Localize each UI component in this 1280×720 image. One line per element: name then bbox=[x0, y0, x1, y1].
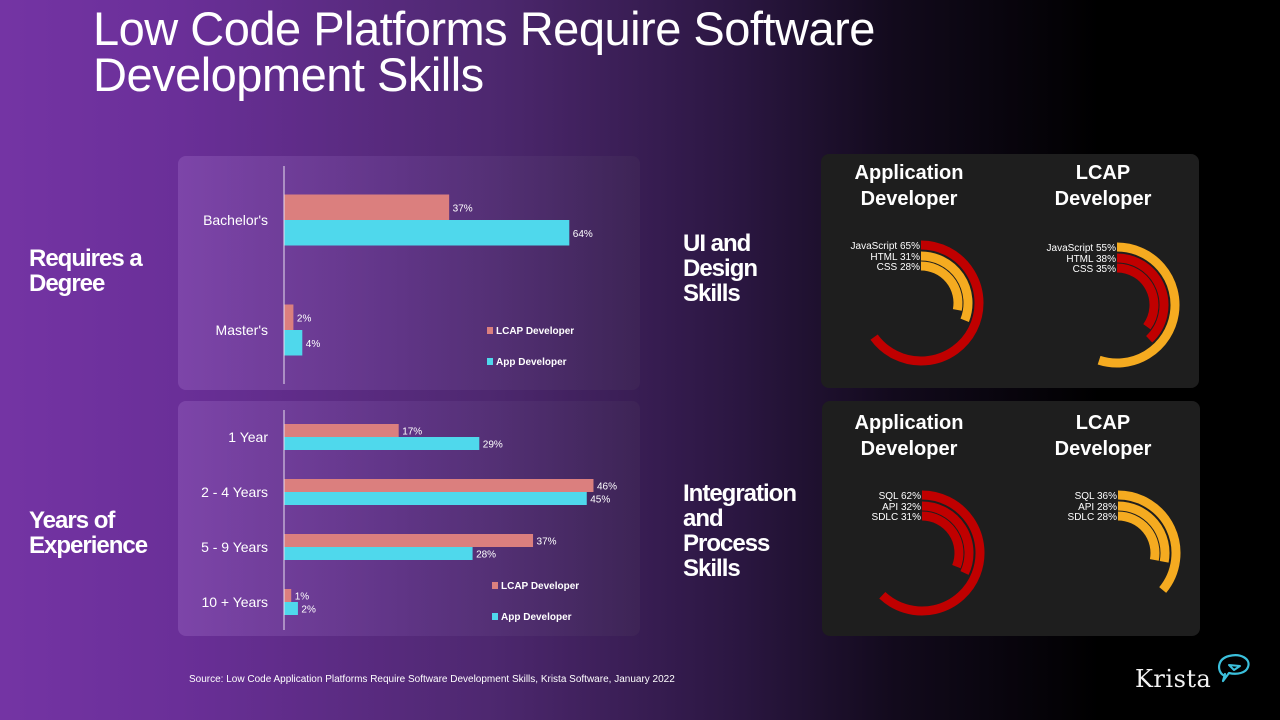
bar-value-label: 45% bbox=[590, 495, 610, 506]
radial-arc bbox=[870, 240, 984, 366]
section-label-line: UI and bbox=[683, 230, 751, 257]
section-label-line: Integration bbox=[683, 480, 797, 507]
radial-label: SQL 62% bbox=[879, 491, 922, 502]
speech-bubble-logo-icon bbox=[1217, 654, 1250, 683]
radial-arc bbox=[1116, 253, 1169, 343]
radial-label: SQL 36% bbox=[1075, 491, 1118, 502]
radial-label: CSS 35% bbox=[1073, 264, 1116, 275]
radial-label: JavaScript 55% bbox=[1047, 243, 1117, 254]
section-label-line: Experience bbox=[29, 532, 148, 559]
category-label: Bachelor's bbox=[203, 212, 268, 228]
section-label-line: Skills bbox=[683, 555, 741, 582]
legend-swatch bbox=[487, 327, 493, 334]
radial-label: HTML 31% bbox=[870, 252, 920, 263]
bar-app bbox=[284, 547, 473, 560]
bar-value-label: 17% bbox=[402, 427, 422, 438]
slide-title: Low Code Platforms Require Software Deve… bbox=[93, 2, 1093, 101]
column-title-line: LCAP bbox=[1075, 412, 1131, 434]
column-title-line: Application bbox=[854, 162, 964, 184]
section-label-line: and bbox=[683, 505, 724, 532]
section-label-experience: Years of Experience bbox=[29, 507, 148, 559]
bar-value-label: 29% bbox=[483, 440, 503, 451]
bar-value-label: 1% bbox=[295, 592, 310, 603]
legend-label: LCAP Developer bbox=[496, 326, 574, 337]
radial-arc bbox=[1117, 501, 1170, 563]
radial-label: JavaScript 65% bbox=[851, 241, 921, 252]
category-label: 2 - 4 Years bbox=[201, 484, 268, 500]
legend-swatch bbox=[487, 358, 493, 365]
bar-value-label: 28% bbox=[476, 550, 496, 561]
bar-lcap bbox=[284, 304, 294, 330]
slide-title-line-2: Development Skills bbox=[93, 48, 484, 101]
radial-label: HTML 38% bbox=[1066, 254, 1116, 265]
bar-app bbox=[284, 330, 303, 356]
bar-value-label: 2% bbox=[301, 605, 316, 616]
bar-value-label: 64% bbox=[573, 229, 593, 240]
bar-lcap bbox=[284, 194, 450, 220]
section-label-line: Degree bbox=[29, 270, 105, 297]
bar-value-label: 37% bbox=[537, 537, 557, 548]
krista-logo-text: Krista bbox=[1135, 665, 1212, 693]
column-title-line: Developer bbox=[860, 438, 958, 460]
section-label-ui-design: UI and Design Skills bbox=[683, 230, 758, 307]
radial-arc bbox=[921, 501, 974, 575]
category-label: 5 - 9 Years bbox=[201, 539, 268, 555]
section-label-degree: Requires a Degree bbox=[29, 245, 143, 297]
legend-label: LCAP Developer bbox=[501, 581, 579, 592]
radial-arc bbox=[920, 261, 963, 311]
section-label-line: Process bbox=[683, 530, 770, 557]
radial-label: API 32% bbox=[882, 502, 921, 513]
bar-app bbox=[284, 492, 587, 505]
bar-app bbox=[284, 602, 298, 615]
category-label: 1 Year bbox=[228, 429, 268, 445]
bar-lcap bbox=[284, 534, 534, 547]
section-label-line: Years of bbox=[29, 507, 115, 534]
ui-app-developer-title: Application Developer bbox=[814, 160, 1004, 212]
integration-lcap-developer-title: LCAP Developer bbox=[1008, 410, 1198, 462]
radial-arc bbox=[921, 511, 964, 569]
slide-title-line-1: Low Code Platforms Require Software bbox=[93, 2, 875, 55]
category-label: 10 + Years bbox=[201, 594, 268, 610]
bar-lcap bbox=[284, 424, 399, 437]
legend-label: App Developer bbox=[496, 357, 567, 368]
section-label-line: Design bbox=[683, 255, 758, 282]
legend-swatch bbox=[492, 613, 498, 620]
column-title-line: Developer bbox=[860, 188, 958, 210]
source-citation: Source: Low Code Application Platforms R… bbox=[189, 674, 675, 685]
radial-label: SDLC 28% bbox=[1068, 512, 1118, 523]
integration-app-developer-title: Application Developer bbox=[814, 410, 1004, 462]
column-title-line: Developer bbox=[1054, 188, 1152, 210]
radial-arc bbox=[920, 251, 973, 322]
bar-lcap bbox=[284, 479, 594, 492]
bar-value-label: 37% bbox=[453, 203, 473, 214]
legend-label: App Developer bbox=[501, 612, 572, 623]
radial-arc bbox=[879, 490, 985, 616]
section-label-line: Skills bbox=[683, 280, 741, 307]
column-title-line: Application bbox=[854, 412, 964, 434]
legend-swatch bbox=[492, 582, 498, 589]
section-label-line: Requires a bbox=[29, 245, 143, 272]
radial-label: API 28% bbox=[1078, 502, 1117, 513]
column-title-line: Developer bbox=[1054, 438, 1152, 460]
bar-lcap bbox=[284, 589, 292, 602]
bar-app bbox=[284, 220, 570, 246]
column-title-line: LCAP bbox=[1075, 162, 1131, 184]
bar-value-label: 2% bbox=[297, 313, 312, 324]
bar-value-label: 46% bbox=[597, 482, 617, 493]
radial-arc bbox=[1117, 511, 1160, 561]
radial-arc bbox=[1097, 242, 1180, 368]
radial-label: SDLC 31% bbox=[872, 512, 922, 523]
ui-lcap-developer-title: LCAP Developer bbox=[1008, 160, 1198, 212]
bar-value-label: 4% bbox=[306, 339, 321, 350]
radial-label: CSS 28% bbox=[877, 262, 920, 273]
radial-arc bbox=[1117, 490, 1181, 593]
bar-app bbox=[284, 437, 480, 450]
category-label: Master's bbox=[216, 322, 268, 338]
section-label-integration: Integration and Process Skills bbox=[683, 480, 797, 582]
radial-arc bbox=[1116, 263, 1159, 330]
